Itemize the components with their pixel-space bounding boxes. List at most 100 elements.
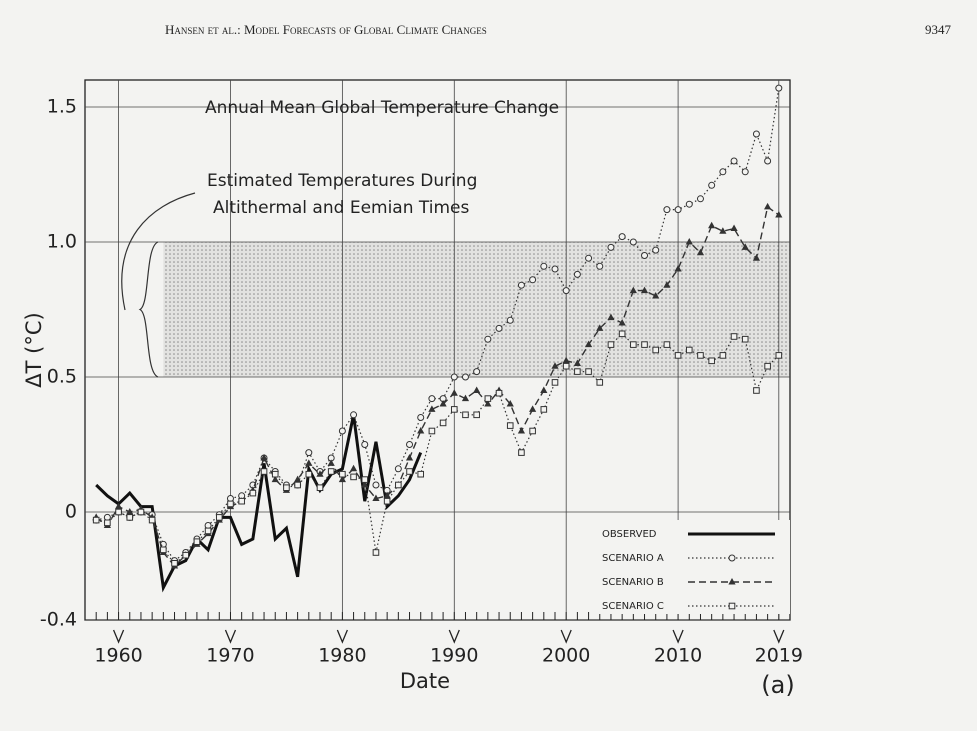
legend-label: OBSERVED [602,529,657,540]
marker [629,286,637,294]
marker [115,508,122,516]
marker [663,281,671,288]
marker [372,481,380,489]
marker [741,243,749,250]
x-tick-mark [336,629,348,644]
marker [104,519,111,527]
marker [607,341,615,348]
marker [260,454,268,461]
marker [696,248,705,256]
marker [685,238,693,245]
legend-label: SCENARIO B [602,577,664,588]
marker [674,206,682,214]
marker [640,286,649,294]
marker [551,265,559,273]
marker [697,352,704,359]
marker [495,389,503,397]
marker [249,489,257,497]
marker [394,465,402,473]
marker [562,287,570,295]
marker [674,265,682,272]
marker [305,470,313,478]
marker [741,335,749,343]
marker [540,386,548,393]
x-tick-mark [672,629,684,644]
legend-marker [728,578,736,585]
annotation: Estimated Temperatures During [207,171,477,191]
marker [607,243,615,251]
marker [338,475,346,483]
y-axis-label: ΔT (°C) [22,312,46,387]
marker [517,281,525,289]
marker [294,475,302,483]
marker [618,319,626,326]
marker [506,400,514,407]
marker [506,316,514,324]
marker [685,200,693,208]
marker [596,379,604,386]
marker [764,362,771,370]
marker [260,468,268,475]
marker [238,497,245,505]
marker [126,508,134,515]
marker [596,324,604,331]
marker [383,491,391,499]
marker [484,335,492,343]
marker [495,324,503,332]
marker [607,313,615,321]
marker [573,359,581,366]
marker [696,195,704,203]
y-tick-label: 0.5 [47,366,77,388]
x-axis-label: Date [400,669,450,693]
marker [540,406,548,413]
marker [730,333,738,340]
marker [316,470,324,477]
y-tick-label: 1.5 [47,96,77,118]
marker [114,502,123,510]
marker [137,508,145,516]
marker [685,346,693,354]
legend-marker [728,602,736,610]
marker [775,352,783,359]
marker [752,130,760,138]
marker [316,484,324,491]
marker [473,386,481,393]
marker [652,246,660,254]
x-tick-label: 1970 [206,645,254,667]
marker [439,400,447,407]
series-line [95,414,423,593]
marker [406,468,413,475]
marker [450,373,458,381]
marker [204,527,212,535]
annotation: Altithermal and Eemian Times [213,198,470,218]
x-tick-mark [224,629,237,644]
marker [719,168,727,176]
marker [406,441,414,448]
marker [439,419,447,427]
marker [585,254,593,262]
marker [473,368,481,376]
marker [764,202,772,210]
marker [562,362,570,370]
marker [663,341,671,348]
marker [652,292,660,299]
panel-label: (a) [761,671,794,699]
marker [428,395,436,403]
marker [171,560,178,567]
marker [741,168,749,176]
marker [629,238,637,246]
marker [518,449,525,456]
marker [596,262,604,270]
annotation-arrow [121,192,196,311]
marker [719,227,727,234]
x-tick-label: 2000 [542,645,590,667]
marker [562,356,570,364]
marker [574,368,581,375]
marker [719,352,727,359]
marker [372,494,380,501]
y-tick-label: -0.4 [40,609,77,631]
marker [305,459,313,466]
marker [663,206,671,214]
